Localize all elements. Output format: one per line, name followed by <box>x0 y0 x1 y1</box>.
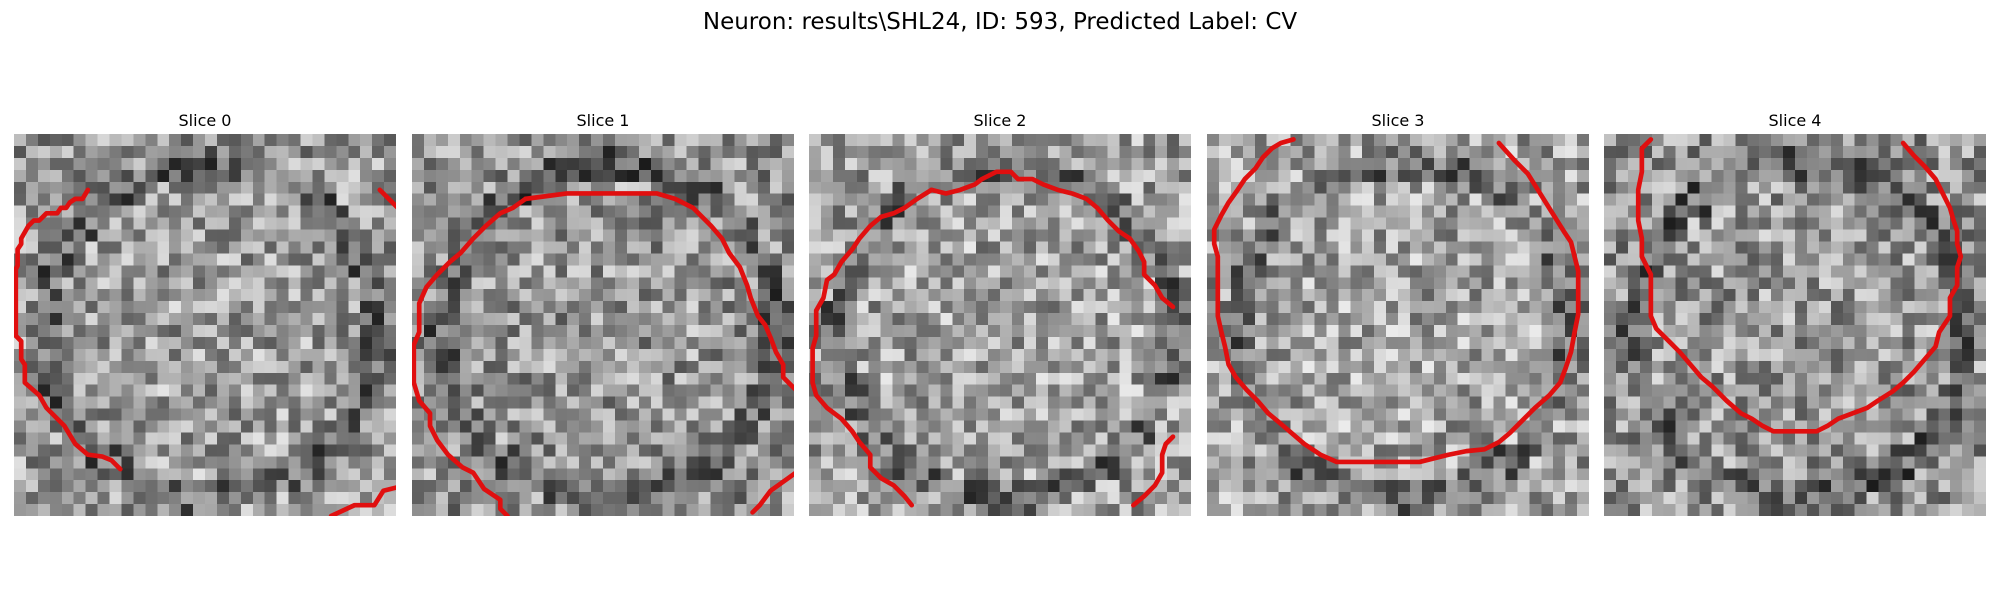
contour-line-1 <box>523 191 794 392</box>
pixel-grid <box>14 134 396 516</box>
slice-title-2: Slice 2 <box>973 111 1027 130</box>
slice-panel-1: Slice 1 <box>412 110 794 516</box>
slice-title-0: Slice 0 <box>178 111 232 130</box>
slice-panel-0: Slice 0 <box>14 110 396 516</box>
contour-line-0 <box>14 187 123 472</box>
slice-panel-4: Slice 4 <box>1604 110 1986 516</box>
slice-panel-2: Slice 2 <box>809 110 1191 516</box>
slice-image-4 <box>1604 134 1986 516</box>
contour-line-2 <box>1130 434 1176 508</box>
pixel-grid <box>412 134 794 516</box>
pixel-grid <box>1207 134 1589 516</box>
slice-title-1: Slice 1 <box>576 111 630 130</box>
figure-title: Neuron: results\SHL24, ID: 593, Predicte… <box>702 9 1298 35</box>
contour-line-0 <box>412 196 528 516</box>
slice-image-0 <box>14 134 396 516</box>
slice-title-3: Slice 3 <box>1371 111 1425 130</box>
pixel-grid <box>809 134 1191 516</box>
slice-panel-3: Slice 3 <box>1207 110 1589 516</box>
contour-line-0 <box>929 169 1176 310</box>
slice-image-3 <box>1207 134 1589 516</box>
pixel-grid <box>1604 134 1986 516</box>
contour-line-0 <box>1211 137 1581 465</box>
slice-image-1 <box>412 134 794 516</box>
slice-title-4: Slice 4 <box>1768 111 1822 130</box>
contour-line-2 <box>750 471 794 515</box>
contour-line-1 <box>810 187 934 508</box>
slice-image-2 <box>809 134 1191 516</box>
contour-line-0 <box>1635 137 1964 434</box>
